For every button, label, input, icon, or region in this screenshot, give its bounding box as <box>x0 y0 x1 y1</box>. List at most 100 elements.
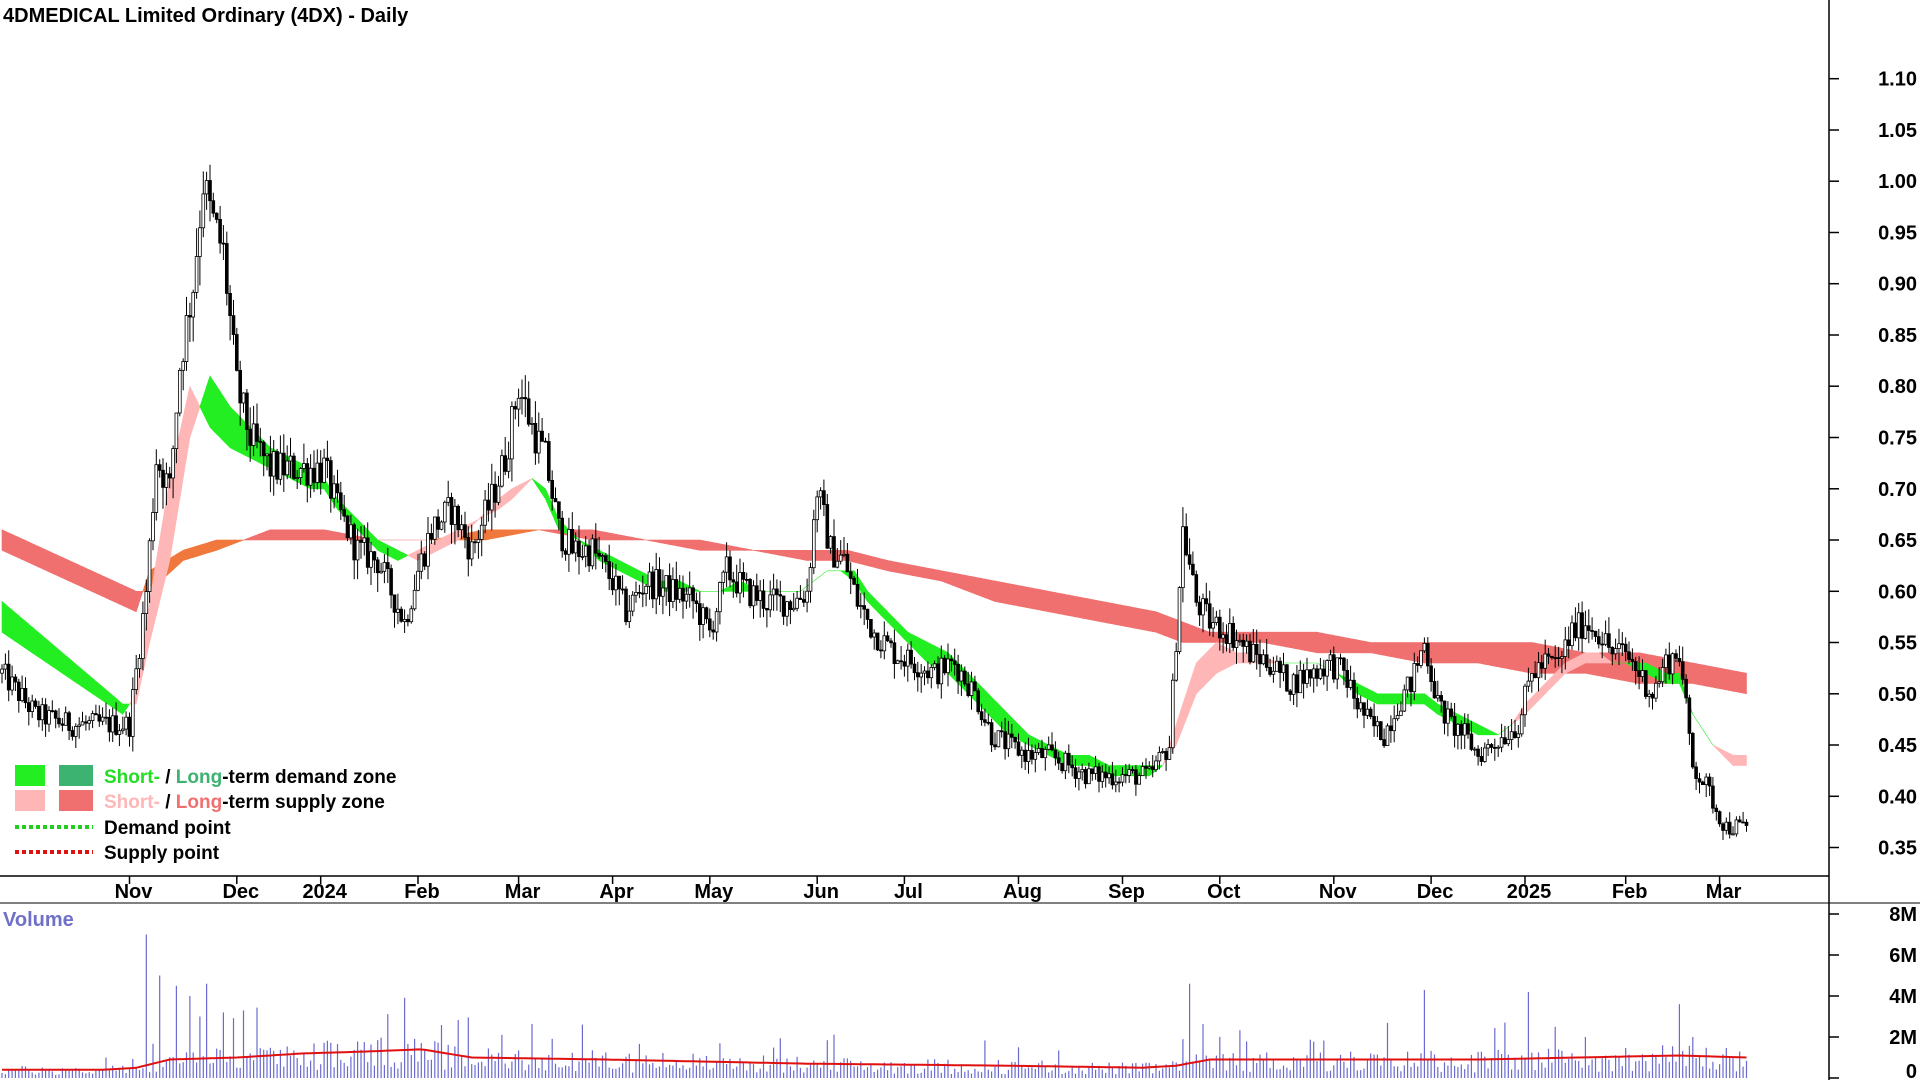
time-tick-label: 2025 <box>1507 881 1552 903</box>
candle-body <box>117 730 122 735</box>
candle-body <box>661 587 665 597</box>
candle-body <box>124 716 128 730</box>
candle-body <box>322 457 326 483</box>
candle-body <box>516 397 521 410</box>
candle-body <box>1372 716 1376 727</box>
candle-body <box>167 473 172 479</box>
candle-body <box>1100 771 1105 782</box>
candle-body <box>33 700 38 707</box>
candle-body <box>188 315 192 318</box>
candle-body <box>714 611 719 633</box>
candle-body <box>255 423 259 442</box>
candle-body <box>1617 643 1621 650</box>
candle-body <box>728 556 732 581</box>
candle-body <box>1171 679 1175 749</box>
candle-body <box>134 668 139 690</box>
legend-swatch-long-supply <box>59 790 93 811</box>
candle-body <box>902 661 907 667</box>
candle-body <box>1053 749 1058 759</box>
candle-body <box>1664 654 1668 669</box>
candle-body <box>1503 737 1507 745</box>
candle-body <box>976 690 980 713</box>
candle-body <box>1026 750 1031 763</box>
candle-body <box>1741 821 1745 824</box>
candle-body <box>785 601 789 617</box>
candle-body <box>37 706 41 721</box>
candle-body <box>43 704 48 725</box>
candle-body <box>412 589 417 610</box>
price-tick-label: 0.70 <box>1878 479 1917 501</box>
candle-body <box>446 497 450 503</box>
candle-body <box>268 453 273 477</box>
candle-body <box>258 440 263 443</box>
candle-body <box>1516 733 1521 739</box>
candle-body <box>802 599 806 603</box>
legend-swatch-short-supply <box>15 790 45 811</box>
candle-body <box>349 524 353 539</box>
candle-body <box>812 519 816 569</box>
candle-body <box>355 539 360 561</box>
candle-body <box>929 667 934 679</box>
candle-body <box>1160 751 1165 753</box>
candle-body <box>26 702 31 713</box>
candle-body <box>1523 685 1527 716</box>
time-tick-label: Apr <box>599 881 634 903</box>
candle-body <box>1231 623 1236 648</box>
candle-body <box>449 497 454 525</box>
candle-body <box>664 575 668 589</box>
candle-body <box>1080 769 1085 773</box>
candle-body <box>1409 676 1413 693</box>
candle-body <box>1305 669 1309 684</box>
candle-body <box>1446 708 1450 724</box>
candle-body <box>1157 752 1162 762</box>
candle-body <box>429 533 434 540</box>
legend-demand-short: Short- <box>104 767 160 788</box>
candle-body <box>463 524 467 538</box>
candle-body <box>768 594 772 611</box>
candle-body <box>895 660 900 664</box>
long-term-band-segment <box>1744 672 1747 695</box>
candle-body <box>540 430 544 442</box>
candle-body <box>40 704 45 721</box>
legend-demand-suffix: -term demand zone <box>222 767 396 788</box>
candle-body <box>164 473 169 488</box>
candle-body <box>406 619 410 623</box>
candle-body <box>1087 768 1091 785</box>
legend-demand-long: Long <box>176 767 222 788</box>
candle-body <box>543 440 548 443</box>
candle-body <box>775 588 779 595</box>
candle-body <box>1670 653 1675 675</box>
candle-body <box>154 464 159 513</box>
candle-body <box>456 505 460 531</box>
candle-body <box>795 597 799 609</box>
candle-body <box>842 553 846 556</box>
candle-body <box>956 663 960 682</box>
candle-body <box>1519 714 1524 735</box>
candle-body <box>654 569 658 600</box>
candle-body <box>1197 601 1202 616</box>
candle-body <box>345 515 350 539</box>
candle-body <box>979 711 984 721</box>
candle-body <box>919 672 923 678</box>
candle-body <box>567 529 571 555</box>
candle-body <box>489 483 494 511</box>
candle-body <box>261 441 266 457</box>
candle-body <box>107 717 112 733</box>
candle-body <box>234 334 239 371</box>
candle-body <box>1707 776 1712 787</box>
candle-body <box>547 441 551 481</box>
candle-body <box>674 579 679 600</box>
candle-body <box>694 600 699 605</box>
candle-body <box>1459 723 1464 736</box>
candle-body <box>144 591 149 614</box>
candle-body <box>1711 785 1715 809</box>
candle-body <box>1674 653 1678 659</box>
time-tick-label: Nov <box>115 881 154 903</box>
candle-body <box>872 632 876 638</box>
candle-body <box>1603 633 1608 645</box>
candle-body <box>1150 766 1155 770</box>
candle-body <box>798 597 803 600</box>
long-term-band-segment <box>140 590 144 597</box>
candle-body <box>647 571 652 587</box>
